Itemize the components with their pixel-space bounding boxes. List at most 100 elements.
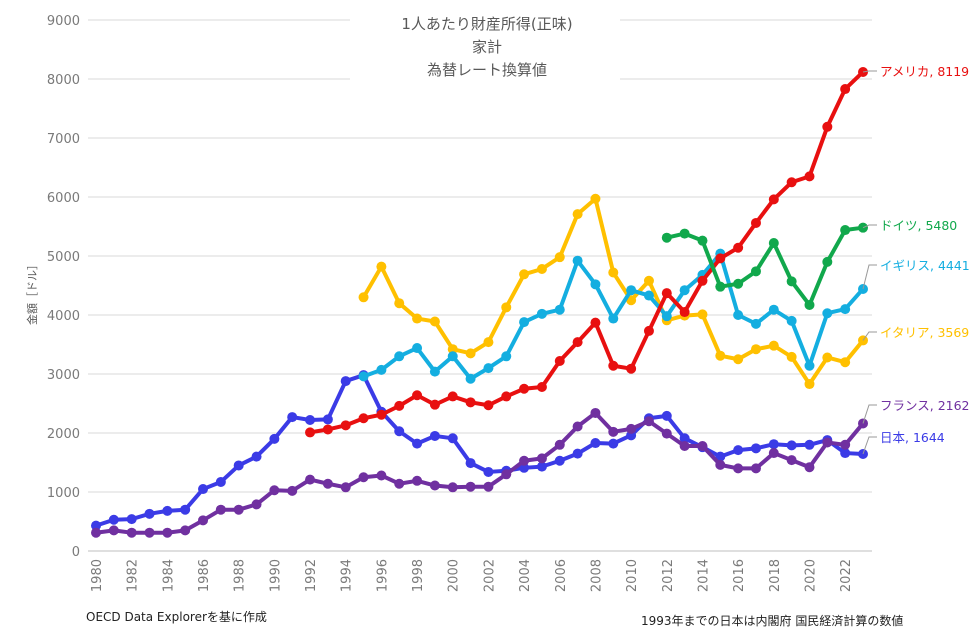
data-point: [108, 525, 119, 536]
data-point: [536, 381, 547, 392]
data-point: [643, 275, 654, 286]
data-point: [608, 360, 619, 371]
y-tick-label: 8000: [47, 73, 80, 88]
data-point: [412, 343, 423, 354]
data-point: [412, 390, 423, 401]
data-point: [447, 433, 458, 444]
data-point: [554, 356, 565, 367]
data-point: [572, 448, 583, 459]
data-point: [661, 232, 672, 243]
data-point: [394, 298, 405, 309]
data-point: [108, 514, 119, 525]
data-point: [679, 228, 690, 239]
data-point: [679, 307, 690, 318]
data-point: [715, 350, 726, 361]
data-point: [804, 462, 815, 473]
y-tick-label: 3000: [47, 368, 80, 383]
data-point: [144, 527, 155, 538]
data-point: [394, 478, 405, 489]
data-point: [465, 481, 476, 492]
chart-title-line: 1人あたり財産所得(正味): [401, 15, 572, 33]
x-tick-label: 2018: [768, 559, 783, 592]
data-point: [750, 443, 761, 454]
data-point: [608, 313, 619, 324]
data-point: [536, 461, 547, 472]
data-point: [501, 469, 512, 480]
data-point: [322, 478, 333, 489]
data-point: [501, 302, 512, 313]
data-point: [804, 360, 815, 371]
x-tick-label: 1980: [90, 559, 105, 592]
data-point: [91, 520, 101, 531]
data-point: [554, 252, 565, 263]
data-point: [733, 242, 744, 253]
data-point: [840, 225, 851, 236]
data-point: [840, 448, 851, 459]
data-point: [554, 304, 565, 315]
leader-line: [862, 224, 877, 229]
x-tick-label: 2008: [589, 559, 604, 592]
data-point: [733, 445, 744, 456]
data-point: [501, 391, 512, 402]
data-point: [733, 463, 744, 474]
x-tick-label: 2016: [732, 559, 747, 592]
data-point: [715, 281, 726, 292]
data-point: [768, 439, 779, 450]
data-point: [768, 340, 779, 351]
chart-title-line: 為替レート換算値: [427, 61, 547, 79]
data-point: [608, 267, 619, 278]
data-point: [126, 527, 137, 538]
data-point: [822, 352, 833, 363]
data-point: [786, 177, 797, 188]
data-point: [697, 275, 708, 286]
x-tick-label: 2012: [661, 559, 676, 592]
data-point: [643, 290, 654, 301]
data-point: [358, 371, 369, 382]
data-point: [750, 463, 761, 474]
x-tick-label: 2002: [482, 559, 497, 592]
data-point: [483, 363, 494, 374]
leader-line: [862, 436, 877, 455]
data-point: [750, 217, 761, 228]
data-point: [554, 439, 565, 450]
data-point: [287, 412, 298, 423]
data-point: [340, 420, 351, 431]
data-point: [661, 410, 672, 421]
data-point: [162, 505, 173, 516]
data-point: [768, 448, 779, 459]
data-point: [572, 421, 583, 432]
data-point: [465, 397, 476, 408]
data-point: [643, 416, 654, 427]
x-tick-label: 2010: [625, 559, 640, 592]
data-point: [340, 376, 351, 387]
series-line-フランス: [95, 410, 865, 535]
y-tick-label: 9000: [47, 14, 80, 29]
data-point: [162, 527, 173, 538]
x-tick-label: 1992: [304, 559, 319, 592]
data-point: [626, 423, 637, 434]
data-point: [679, 440, 690, 451]
y-tick-label: 4000: [47, 309, 80, 324]
data-point: [180, 504, 191, 515]
data-point: [465, 348, 476, 359]
data-label: イタリア, 3569: [880, 325, 969, 340]
y-tick-label: 1000: [47, 486, 80, 501]
data-point: [394, 426, 405, 437]
data-point: [269, 485, 280, 496]
data-point: [750, 318, 761, 329]
data-point: [590, 193, 601, 204]
leader-line: [862, 264, 877, 290]
data-point: [590, 407, 601, 418]
data-point: [840, 439, 851, 450]
data-point: [786, 315, 797, 326]
data-point: [840, 304, 851, 315]
x-tick-label: 1990: [268, 559, 283, 592]
x-tick-label: 1994: [340, 559, 355, 592]
data-point: [822, 256, 833, 267]
data-label: イギリス, 4441: [880, 258, 970, 273]
data-point: [376, 364, 387, 375]
y-tick-label: 6000: [47, 191, 80, 206]
data-point: [519, 269, 530, 280]
x-tick-label: 1982: [126, 559, 141, 592]
